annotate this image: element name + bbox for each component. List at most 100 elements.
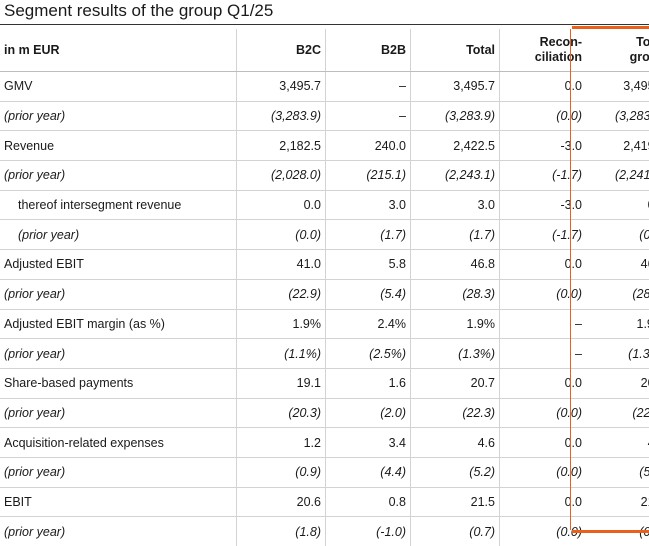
total-cell: (3,283.9) <box>411 101 500 131</box>
table-row: (prior year)(0.9)(4.4)(5.2)(0.0)(5.2) <box>0 457 649 487</box>
row-label: EBIT <box>0 487 237 517</box>
row-label: GMV <box>0 72 237 102</box>
total-cell: (1.7) <box>411 220 500 250</box>
total-group-cell: 2,419.5 <box>588 131 649 161</box>
total-cell: 2,422.5 <box>411 131 500 161</box>
page-title: Segment results of the group Q1/25 <box>4 0 273 22</box>
total-cell: 46.8 <box>411 250 500 280</box>
b2b-cell: 1.6 <box>326 368 411 398</box>
b2b-cell: 3.4 <box>326 428 411 458</box>
row-label: Share-based payments <box>0 368 237 398</box>
total-cell: (1.3%) <box>411 339 500 369</box>
b2b-cell: – <box>326 72 411 102</box>
total-group-cell: 4.6 <box>588 428 649 458</box>
row-label: Adjusted EBIT <box>0 250 237 280</box>
row-label: (prior year) <box>0 457 237 487</box>
reconciliation-cell: (0.0) <box>500 457 589 487</box>
b2c-cell: 1.2 <box>237 428 326 458</box>
reconciliation-cell: (-1.7) <box>500 220 589 250</box>
row-label: (prior year) <box>0 398 237 428</box>
total-group-cell: 1.9% <box>588 309 649 339</box>
row-label: (prior year) <box>0 220 237 250</box>
segment-results-table: in m EUR B2C B2B Total Recon-ciliation T… <box>0 29 649 546</box>
b2b-cell: (4.4) <box>326 457 411 487</box>
b2c-cell: (22.9) <box>237 279 326 309</box>
reconciliation-cell: 0.0 <box>500 428 589 458</box>
b2c-cell: 41.0 <box>237 250 326 280</box>
b2b-cell: (2.5%) <box>326 339 411 369</box>
total-cell: 3,495.7 <box>411 72 500 102</box>
reconciliation-cell: (0.0) <box>500 398 589 428</box>
row-label: (prior year) <box>0 517 237 546</box>
b2b-cell: 3.0 <box>326 190 411 220</box>
total-group-cell: (0.0) <box>588 220 649 250</box>
table-row: (prior year)(1.1%)(2.5%)(1.3%)–(1.3%) <box>0 339 649 369</box>
reconciliation-header-line1: Recon- <box>540 35 582 49</box>
b2b-cell: 0.8 <box>326 487 411 517</box>
b2c-cell: 0.0 <box>237 190 326 220</box>
reconciliation-cell: 0.0 <box>500 368 589 398</box>
b2c-cell: (20.3) <box>237 398 326 428</box>
total-group-left-accent <box>570 29 571 530</box>
total-cell: 21.5 <box>411 487 500 517</box>
total-header: Total <box>411 29 500 72</box>
table-row: (prior year)(22.9)(5.4)(28.3)(0.0)(28.3) <box>0 279 649 309</box>
reconciliation-cell: 0.0 <box>500 250 589 280</box>
total-cell: (28.3) <box>411 279 500 309</box>
total-group-cell: 0.0 <box>588 190 649 220</box>
b2b-cell: (2.0) <box>326 398 411 428</box>
total-group-cell: 20.7 <box>588 368 649 398</box>
reconciliation-cell: -3.0 <box>500 190 589 220</box>
reconciliation-header-line2: ciliation <box>535 50 582 64</box>
b2b-cell: 2.4% <box>326 309 411 339</box>
reconciliation-cell: (-1.7) <box>500 161 589 191</box>
b2b-header: B2B <box>326 29 411 72</box>
total-group-cell: 3,495.7 <box>588 72 649 102</box>
total-cell: (0.7) <box>411 517 500 546</box>
reconciliation-cell: (0.0) <box>500 279 589 309</box>
row-label: thereof intersegment revenue <box>0 190 237 220</box>
total-cell: 3.0 <box>411 190 500 220</box>
b2b-cell: (215.1) <box>326 161 411 191</box>
title-divider <box>0 24 649 25</box>
total-group-cell: (1.3%) <box>588 339 649 369</box>
table-row: (prior year)(2,028.0)(215.1)(2,243.1)(-1… <box>0 161 649 191</box>
reconciliation-header: Recon-ciliation <box>500 29 589 72</box>
total-group-cell: (2,241.4) <box>588 161 649 191</box>
b2c-cell: 20.6 <box>237 487 326 517</box>
row-label: (prior year) <box>0 339 237 369</box>
total-cell: 4.6 <box>411 428 500 458</box>
b2c-cell: (1.1%) <box>237 339 326 369</box>
reconciliation-cell: (0.0) <box>500 101 589 131</box>
total-group-header-line2: group <box>630 50 649 64</box>
table-header-row: in m EUR B2C B2B Total Recon-ciliation T… <box>0 29 649 72</box>
table-row: (prior year)(0.0)(1.7)(1.7)(-1.7)(0.0) <box>0 220 649 250</box>
row-label: (prior year) <box>0 101 237 131</box>
b2b-cell: (1.7) <box>326 220 411 250</box>
b2c-cell: (0.0) <box>237 220 326 250</box>
b2b-cell: 5.8 <box>326 250 411 280</box>
total-group-cell: (5.2) <box>588 457 649 487</box>
total-group-cell: (22.3) <box>588 398 649 428</box>
b2b-cell: (5.4) <box>326 279 411 309</box>
reconciliation-cell: -3.0 <box>500 131 589 161</box>
table-row: Adjusted EBIT margin (as %)1.9%2.4%1.9%–… <box>0 309 649 339</box>
total-group-cell: (28.3) <box>588 279 649 309</box>
b2c-header: B2C <box>237 29 326 72</box>
row-label: Revenue <box>0 131 237 161</box>
row-label: Acquisition-related expenses <box>0 428 237 458</box>
b2c-cell: (0.9) <box>237 457 326 487</box>
row-label: Adjusted EBIT margin (as %) <box>0 309 237 339</box>
table-row: (prior year)(1.8)(-1.0)(0.7)(0.0)(0.7) <box>0 517 649 546</box>
row-label: (prior year) <box>0 279 237 309</box>
b2c-cell: 2,182.5 <box>237 131 326 161</box>
b2c-cell: 19.1 <box>237 368 326 398</box>
total-group-cell: 46.7 <box>588 250 649 280</box>
b2c-cell: 3,495.7 <box>237 72 326 102</box>
table-row: (prior year)(3,283.9)–(3,283.9)(0.0)(3,2… <box>0 101 649 131</box>
